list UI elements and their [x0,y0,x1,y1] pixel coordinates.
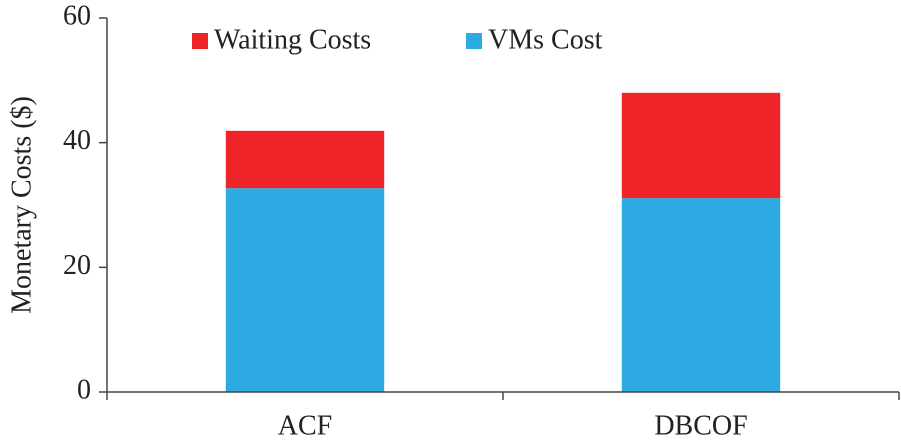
bar-segment [621,198,781,392]
y-tick-label: 40 [63,125,91,156]
bar-segment [225,130,385,189]
bar-segment [621,92,781,199]
y-tick-label: 60 [63,0,91,31]
legend-label: Waiting Costs [214,24,371,55]
y-axis-label: Monetary Costs ($) [6,96,37,314]
legend-swatch [192,33,208,49]
x-tick-label: DBCOF [654,410,747,441]
legend-swatch [466,33,482,49]
bar-segment [225,188,385,392]
x-tick-label: ACF [278,410,332,441]
legend-label: VMs Cost [488,24,603,55]
y-tick-label: 20 [63,250,91,281]
y-tick-label: 0 [77,374,91,405]
